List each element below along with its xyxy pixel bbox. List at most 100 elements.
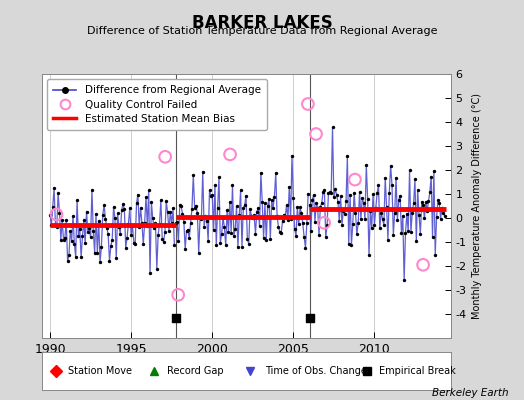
Point	[215, 174, 223, 180]
Point	[431, 252, 440, 258]
Point	[304, 191, 312, 197]
Point	[56, 209, 64, 216]
Point	[228, 182, 237, 188]
Point	[103, 224, 111, 231]
Point	[350, 190, 358, 196]
Point	[128, 223, 137, 229]
Point	[63, 258, 72, 264]
Point	[255, 223, 264, 229]
Point	[276, 229, 284, 235]
Point	[372, 205, 380, 212]
Point	[174, 238, 183, 245]
Y-axis label: Monthly Temperature Anomaly Difference (°C): Monthly Temperature Anomaly Difference (…	[472, 93, 482, 319]
Point	[416, 231, 424, 237]
Point	[197, 215, 205, 222]
Point	[383, 204, 391, 210]
Point	[50, 185, 58, 191]
Point	[201, 213, 210, 219]
Point	[184, 226, 192, 233]
Point	[204, 238, 212, 244]
Point	[313, 204, 322, 211]
Point	[341, 210, 349, 217]
Point	[142, 194, 150, 200]
Point	[320, 220, 329, 226]
Point	[289, 195, 298, 201]
Point	[97, 244, 105, 250]
Point	[381, 175, 389, 181]
Point	[277, 230, 286, 237]
Point	[177, 203, 185, 210]
Point	[294, 221, 303, 228]
Point	[143, 223, 151, 229]
Point	[226, 151, 234, 158]
Point	[138, 220, 146, 226]
Point	[200, 224, 209, 230]
Point	[150, 225, 158, 232]
Point	[242, 192, 250, 199]
Point	[392, 175, 400, 181]
Point	[336, 193, 345, 200]
Point	[304, 101, 312, 107]
Point	[320, 187, 329, 194]
Point	[435, 200, 443, 206]
Point	[199, 168, 207, 175]
Point	[262, 236, 270, 243]
Point	[88, 187, 96, 194]
Point	[62, 217, 70, 224]
Point	[165, 228, 173, 234]
Point	[407, 229, 415, 235]
Point	[415, 212, 423, 218]
Point	[213, 205, 222, 211]
Point	[154, 232, 162, 238]
Point	[163, 209, 172, 216]
Point	[101, 216, 110, 222]
Point	[325, 189, 334, 196]
Point	[89, 228, 97, 234]
Point	[161, 229, 169, 236]
Point	[75, 226, 84, 232]
Point	[178, 210, 187, 217]
Point	[111, 215, 119, 221]
Point	[93, 250, 102, 256]
Point	[406, 167, 414, 174]
Point	[369, 191, 377, 198]
Point	[258, 199, 266, 205]
Point	[135, 224, 144, 230]
Point	[292, 232, 300, 239]
Point	[105, 257, 114, 264]
Point	[190, 205, 199, 211]
Point	[312, 200, 321, 206]
Point	[257, 170, 265, 176]
Point	[217, 230, 226, 237]
Point	[223, 207, 231, 214]
Point	[280, 212, 288, 218]
Point	[68, 238, 76, 244]
Point	[100, 202, 108, 208]
Point	[438, 205, 446, 211]
Point	[347, 242, 356, 248]
Point	[81, 240, 90, 247]
Point	[145, 187, 153, 194]
Point	[188, 205, 196, 212]
Point	[112, 255, 121, 261]
Point	[96, 259, 104, 265]
Point	[126, 205, 134, 212]
Point	[58, 217, 67, 223]
Point	[54, 190, 62, 196]
Point	[300, 234, 308, 240]
Point	[127, 232, 135, 238]
Point	[162, 198, 170, 204]
Point	[332, 192, 341, 198]
Point	[211, 182, 219, 188]
Point	[378, 215, 387, 222]
Point	[224, 229, 233, 236]
Point	[84, 229, 92, 236]
Text: Empirical Break: Empirical Break	[379, 366, 456, 376]
Point	[181, 246, 189, 252]
Point	[59, 237, 68, 243]
Point	[220, 224, 228, 230]
Point	[358, 195, 366, 202]
Point	[354, 220, 363, 227]
Point	[116, 231, 125, 237]
Point	[419, 202, 427, 208]
